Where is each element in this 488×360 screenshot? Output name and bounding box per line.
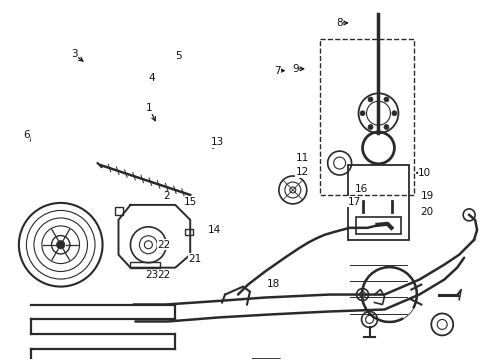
Text: 9: 9 — [292, 64, 298, 74]
Text: 12: 12 — [295, 167, 308, 177]
Circle shape — [367, 97, 372, 102]
Text: 18: 18 — [266, 279, 280, 289]
Text: 14: 14 — [207, 225, 221, 235]
Text: 15: 15 — [184, 197, 197, 207]
Text: 2: 2 — [163, 191, 169, 201]
Text: 3: 3 — [71, 49, 77, 59]
Text: 6: 6 — [23, 130, 30, 140]
Text: 11: 11 — [295, 153, 308, 163]
Text: 7: 7 — [274, 66, 281, 76]
Bar — [347, 165, 408, 240]
Circle shape — [391, 111, 396, 116]
Text: 22: 22 — [157, 239, 170, 249]
Bar — [115, 207, 123, 215]
Circle shape — [383, 97, 388, 102]
Text: 16: 16 — [354, 184, 367, 194]
Bar — [185, 229, 193, 235]
Circle shape — [359, 111, 364, 116]
Circle shape — [367, 125, 372, 130]
Text: 19: 19 — [420, 191, 433, 201]
Circle shape — [57, 240, 65, 249]
Text: 17: 17 — [347, 197, 360, 207]
Text: 22: 22 — [157, 270, 170, 280]
Text: 13: 13 — [211, 138, 224, 147]
Bar — [355, 217, 401, 234]
Text: 23: 23 — [145, 270, 158, 280]
Text: 1: 1 — [146, 103, 153, 113]
Text: 21: 21 — [188, 254, 201, 264]
Text: 5: 5 — [175, 51, 182, 61]
Text: 20: 20 — [420, 207, 433, 217]
Bar — [130, 262, 160, 268]
Text: 10: 10 — [417, 168, 430, 178]
Text: 4: 4 — [148, 73, 155, 83]
Text: 8: 8 — [335, 18, 342, 28]
Circle shape — [383, 125, 388, 130]
